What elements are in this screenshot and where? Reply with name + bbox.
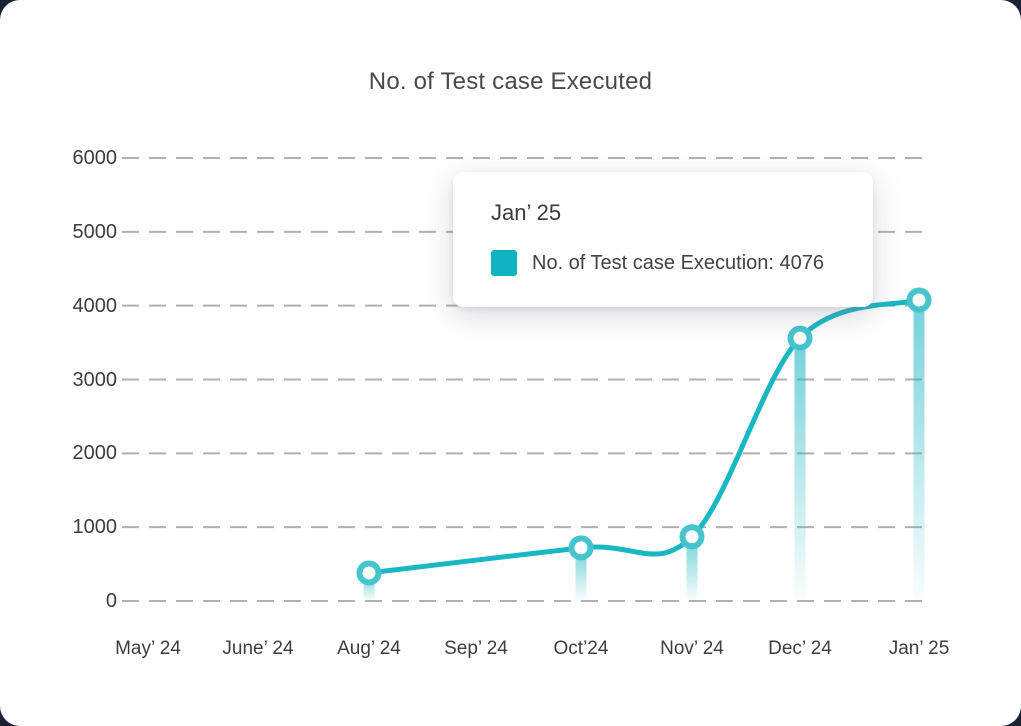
x-axis-label: June’ 24 [222, 638, 294, 659]
series-line [366, 297, 922, 576]
data-point-marker[interactable] [906, 287, 932, 313]
data-point-marker[interactable] [679, 524, 705, 550]
x-axis-label: Oct’24 [553, 638, 609, 659]
chart-title: No. of Test case Executed [368, 68, 653, 95]
x-axis-label: Sep’ 24 [444, 638, 508, 659]
tooltip: Jan’ 25 No. of Test case Execution: 4076 [453, 172, 873, 307]
data-point-marker[interactable] [568, 535, 594, 561]
data-point-marker[interactable] [787, 325, 813, 351]
y-axis-label: 2000 [72, 442, 118, 465]
data-point-marker[interactable] [356, 560, 382, 586]
x-axis-label: Aug’ 24 [337, 638, 401, 659]
x-axis-label: Jan’ 25 [888, 638, 950, 659]
drop-line [686, 536, 698, 601]
y-axis-label: 0 [105, 590, 117, 612]
x-axis-label: Nov’ 24 [660, 638, 724, 659]
y-axis-label: 4000 [72, 294, 118, 317]
y-axis-label: 6000 [72, 147, 118, 169]
tooltip-title: Jan’ 25 [491, 200, 562, 225]
series-swatch [491, 250, 517, 276]
drop-line [913, 300, 925, 601]
tooltip-series-text: No. of Test case Execution: 4076 [532, 251, 825, 274]
y-axis-label: 5000 [72, 220, 118, 243]
drop-line [794, 338, 806, 601]
x-axis-label: May’ 24 [115, 638, 181, 659]
drop-line [575, 547, 587, 601]
tooltip-series-row: No. of Test case Execution: 4076 [491, 250, 835, 276]
x-axis-label: Dec’ 24 [768, 638, 832, 659]
y-axis-label: 1000 [72, 516, 118, 539]
y-axis-label: 3000 [72, 368, 118, 391]
